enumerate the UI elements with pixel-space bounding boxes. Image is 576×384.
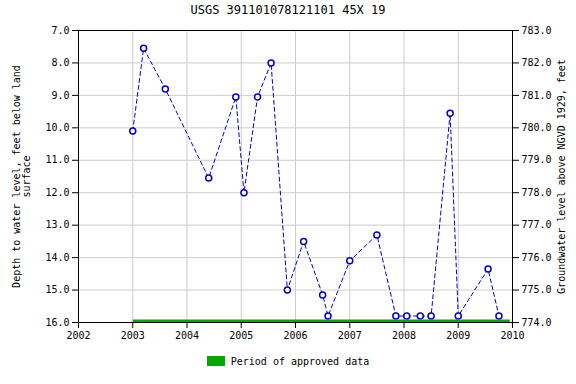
- svg-text:11.0: 11.0: [45, 154, 69, 165]
- svg-text:777.0: 777.0: [522, 219, 552, 230]
- html-text:USGS 391101078121101 45X 19: USGS 391101078121101 45X 19: [190, 3, 386, 17]
- svg-text:10.0: 10.0: [45, 122, 69, 133]
- svg-text:2006: 2006: [283, 330, 307, 341]
- svg-text:Depth to water level, feet bel: Depth to water level, feet below landsur…: [11, 65, 32, 288]
- svg-text:776.0: 776.0: [522, 252, 552, 263]
- svg-text:8.0: 8.0: [51, 57, 69, 68]
- svg-text:778.0: 778.0: [522, 187, 552, 198]
- svg-text:2003: 2003: [121, 330, 145, 341]
- svg-text:781.0: 781.0: [522, 90, 552, 101]
- svg-text:16.0: 16.0: [45, 317, 69, 328]
- svg-text:2008: 2008: [392, 330, 416, 341]
- svg-text:782.0: 782.0: [522, 57, 552, 68]
- svg-text:783.0: 783.0: [522, 25, 552, 36]
- svg-text:2009: 2009: [446, 330, 470, 341]
- svg-text:2005: 2005: [229, 330, 253, 341]
- svg-text:775.0: 775.0: [522, 284, 552, 295]
- svg-text:2010: 2010: [500, 330, 524, 341]
- svg-text:12.0: 12.0: [45, 187, 69, 198]
- svg-text:9.0: 9.0: [51, 90, 69, 101]
- svg-text:780.0: 780.0: [522, 122, 552, 133]
- svg-text:15.0: 15.0: [45, 284, 69, 295]
- html-text:Period of approved data: Period of approved data: [230, 355, 370, 367]
- svg-text:2002: 2002: [66, 330, 90, 341]
- svg-text:13.0: 13.0: [45, 219, 69, 230]
- svg-text:2004: 2004: [175, 330, 199, 341]
- svg-text:14.0: 14.0: [45, 252, 69, 263]
- svg-text:Groundwater level above NGVD 1: Groundwater level above NGVD 1929, feet: [556, 59, 567, 294]
- svg-text:7.0: 7.0: [51, 25, 69, 36]
- svg-text:779.0: 779.0: [522, 154, 552, 165]
- svg-text:774.0: 774.0: [522, 317, 552, 328]
- svg-text:2007: 2007: [338, 330, 362, 341]
